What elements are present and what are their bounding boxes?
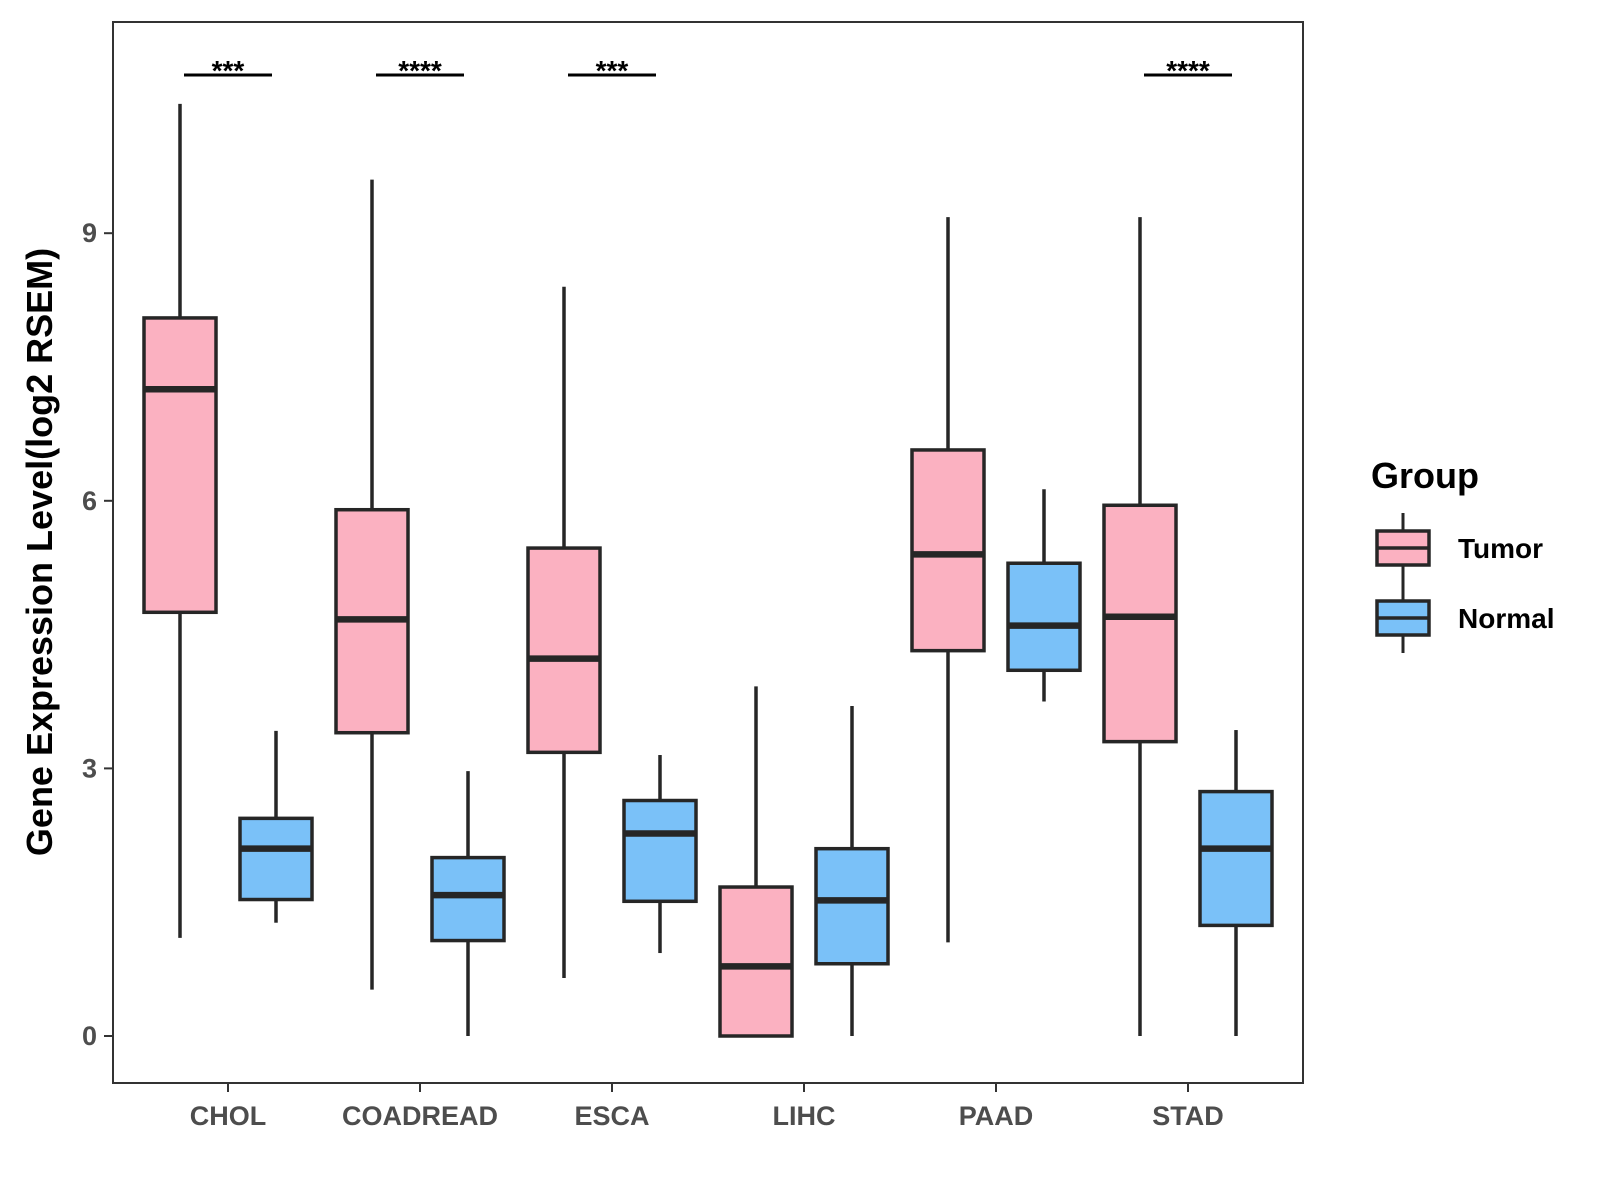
significance-esca: *** — [568, 55, 656, 86]
y-tick-label: 9 — [82, 218, 97, 248]
legend-title: Group — [1371, 455, 1479, 496]
y-axis: 0 3 6 9 — [82, 218, 113, 1051]
legend: Group Tumor Normal — [1371, 455, 1554, 653]
y-tick-label: 6 — [82, 486, 97, 516]
annotations-layer: *** **** *** **** — [184, 55, 1232, 86]
y-tick-label: 0 — [82, 1021, 97, 1051]
x-tick-label: PAAD — [959, 1101, 1034, 1131]
box-normal-lihc — [814, 705, 890, 1036]
boxes-layer — [142, 103, 1274, 1038]
box-body — [718, 885, 794, 1038]
box-body — [1198, 789, 1274, 928]
box-body — [526, 546, 602, 755]
legend-label: Normal — [1458, 603, 1554, 634]
box-tumor-esca — [526, 286, 602, 979]
x-tick-label: COADREAD — [342, 1101, 498, 1131]
box-body — [238, 816, 314, 902]
box-body — [814, 846, 890, 966]
box-body — [910, 448, 986, 653]
box-normal-paad — [1006, 489, 1082, 702]
x-tick-label: CHOL — [190, 1101, 267, 1131]
significance-stad: **** — [1144, 55, 1232, 86]
significance-label: *** — [596, 55, 629, 86]
box-body — [142, 316, 218, 615]
significance-label: *** — [212, 55, 245, 86]
y-axis-title: Gene Expression Level(log2 RSEM) — [19, 248, 60, 856]
x-tick-label: ESCA — [574, 1101, 649, 1131]
x-tick-label: STAD — [1152, 1101, 1224, 1131]
legend-entry-normal: Normal — [1375, 583, 1554, 653]
box-tumor-stad — [1102, 217, 1178, 1036]
box-body — [1102, 503, 1178, 744]
significance-label: **** — [398, 55, 442, 86]
legend-label: Tumor — [1458, 533, 1543, 564]
box-body — [622, 798, 698, 904]
box-tumor-paad — [910, 217, 986, 943]
box-tumor-lihc — [718, 686, 794, 1038]
significance-label: **** — [1166, 55, 1210, 86]
box-normal-chol — [238, 730, 314, 923]
box-normal-coadread — [430, 771, 506, 1036]
box-tumor-chol — [142, 103, 218, 938]
box-body — [1006, 561, 1082, 673]
significance-coadread: **** — [376, 55, 464, 86]
y-tick-label: 3 — [82, 753, 97, 783]
legend-entry-tumor: Tumor — [1375, 513, 1543, 583]
box-tumor-coadread — [334, 179, 410, 990]
significance-chol: *** — [184, 55, 272, 86]
x-axis: CHOL COADREAD ESCA LIHC PAAD STAD — [190, 1083, 1224, 1131]
box-normal-esca — [622, 755, 698, 954]
box-body — [430, 855, 506, 943]
x-tick-label: LIHC — [773, 1101, 836, 1131]
box-normal-stad — [1198, 730, 1274, 1036]
